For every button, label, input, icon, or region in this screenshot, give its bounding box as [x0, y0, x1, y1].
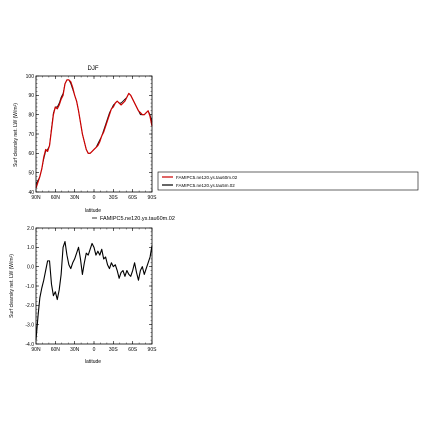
bottom-x-tick-label: 90N	[31, 347, 41, 353]
bottom-x-tick-label: 30S	[109, 347, 119, 353]
legend-label-tau60m: FAMIPC5.ne120.ys.tau60m.02	[176, 175, 238, 180]
top-x-tick-label: 30S	[109, 195, 119, 201]
top-x-tick-label: 0	[93, 195, 96, 201]
top-y-tick-label: 60	[28, 151, 34, 157]
bottom-y-tick-label: -1.0	[25, 284, 34, 290]
bottom-legend-label: FAMIPC5.ne120.ys.tau60m.02	[100, 216, 175, 222]
bottom-y-tick-label: 0.0	[27, 264, 34, 270]
top-y-tick-label: 40	[28, 190, 34, 196]
top-plot-frame	[35, 75, 153, 193]
top-y-tick-label: 50	[28, 170, 34, 176]
bottom-y-tick-label: 1.0	[27, 245, 34, 251]
top-chart-title: DJF	[88, 66, 99, 72]
top-y-tick-label: 90	[28, 93, 34, 99]
top-series-line-1	[35, 79, 153, 185]
bottom-plot-frame	[35, 227, 153, 345]
bottom-series-line-0	[35, 240, 153, 341]
top-legend: FAMIPC5.ne120.ys.tau60m.02 FAMIPC5.ne120…	[157, 171, 419, 191]
bottom-x-tick-label: 90S	[148, 347, 158, 353]
top-x-tick-label: 30N	[70, 195, 80, 201]
top-x-tick-label: 60S	[128, 195, 138, 201]
bottom-x-axis-label: latitude	[85, 359, 101, 365]
bottom-y-tick-label: -3.0	[25, 322, 34, 328]
top-legend-frame	[157, 171, 419, 191]
top-plot-area: 90N 60N 30N 0 30S 60S 90S 40 50 60 70 80 90 100	[26, 74, 157, 201]
bottom-plot-area: 90N 60N 30N 0 30S 60S 90S -4.0 -3.0 -2.0 -1.0 0.0 1.…	[25, 226, 157, 353]
top-y-tick-label: 70	[28, 132, 34, 138]
bottom-panel: FAMIPC5.ne120.ys.tau60m.02 Surf clearsky…	[9, 216, 175, 365]
top-y-tick-label: 100	[26, 74, 35, 80]
top-x-tick-label: 90S	[148, 195, 158, 201]
bottom-x-tick-label: 60S	[128, 347, 138, 353]
top-series-line-0	[35, 79, 153, 189]
bottom-x-tick-label: 60N	[51, 347, 61, 353]
bottom-y-tick-label: 2.0	[27, 226, 34, 232]
bottom-x-tick-label: 30N	[70, 347, 80, 353]
bottom-y-tick-label: -4.0	[25, 342, 34, 348]
legend-label-tau5m: FAMIPC5.ne120.ys.tau5m.02	[176, 183, 235, 188]
bottom-x-tick-label: 0	[93, 347, 96, 353]
top-x-tick-label: 90N	[31, 195, 41, 201]
top-x-tick-label: 60N	[51, 195, 61, 201]
top-y-axis-label: Surf clearsky net. LW (W/m²)	[13, 103, 19, 167]
bottom-y-axis-label: Surf clearsky net. LW (W/m²)	[9, 254, 15, 318]
top-panel: DJF Surf clearsky net. LW (W/m²) latitud…	[13, 66, 157, 214]
bottom-y-tick-label: -2.0	[25, 303, 34, 309]
top-y-tick-label: 80	[28, 112, 34, 118]
top-x-axis-label: latitude	[85, 208, 101, 214]
